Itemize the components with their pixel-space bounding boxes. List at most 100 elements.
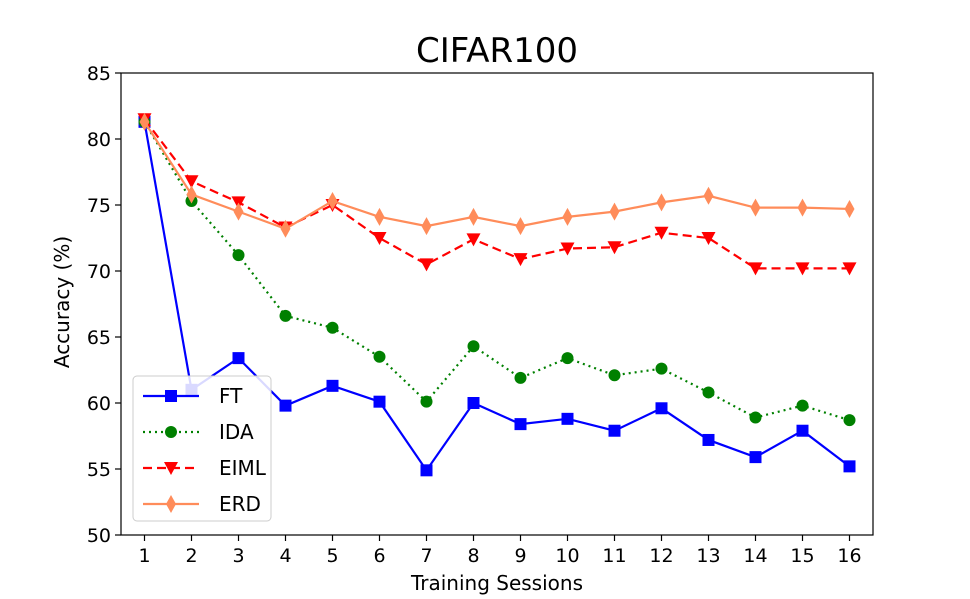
data-point-erd-16 [844, 199, 855, 218]
data-point-eiml-8 [466, 233, 481, 247]
data-point-erd-3 [233, 202, 244, 221]
x-tick-label-12: 12 [649, 545, 673, 567]
legend-box [132, 375, 272, 522]
series-line-eiml [143, 118, 850, 270]
data-point-ft-4 [279, 399, 292, 412]
data-point-eiml-16 [842, 262, 857, 276]
data-point-ft-10 [561, 412, 574, 425]
x-tick-label-14: 14 [743, 545, 767, 567]
data-point-ida-6 [373, 350, 386, 363]
series-eiml [137, 113, 857, 276]
data-point-eiml-10 [560, 242, 575, 256]
y-tick-label-80: 80 [87, 129, 111, 151]
legend-label-ft: FT [219, 384, 243, 408]
data-point-eiml-11 [607, 241, 622, 255]
data-point-ft-3 [232, 352, 245, 365]
data-point-erd-11 [609, 202, 620, 221]
x-tick-label-2: 2 [185, 545, 197, 567]
data-point-ida-5 [326, 321, 339, 334]
y-tick-label-85: 85 [87, 63, 111, 85]
legend-label-erd: ERD [219, 492, 261, 516]
data-point-ida-3 [232, 249, 245, 262]
data-point-ft-13 [702, 433, 715, 446]
data-point-eiml-9 [513, 253, 528, 267]
data-point-eiml-2 [184, 175, 199, 189]
data-point-erd-2 [186, 185, 197, 204]
data-point-ida-13 [702, 386, 715, 399]
x-tick-label-6: 6 [373, 545, 385, 567]
data-point-erd-4 [280, 219, 291, 238]
y-tick-label-65: 65 [87, 327, 111, 349]
legend: FT IDA EIML ERD [132, 375, 272, 522]
legend-marker-eiml [164, 462, 178, 475]
data-point-eiml-6 [372, 232, 387, 245]
x-tick-label-3: 3 [232, 545, 244, 567]
series-erd [139, 112, 855, 238]
x-tick-label-8: 8 [467, 545, 479, 567]
x-tick-label-11: 11 [602, 545, 626, 567]
data-point-erd-1 [139, 112, 150, 131]
data-point-ida-10 [561, 352, 574, 365]
chart-title: CIFAR100 [416, 31, 578, 71]
data-point-ida-15 [796, 399, 809, 412]
y-tick-label-70: 70 [87, 261, 111, 283]
data-point-eiml-14 [748, 262, 763, 276]
y-axis-label: Accuracy (%) [50, 236, 74, 368]
legend-marker-erd [166, 495, 176, 513]
x-tick-label-5: 5 [326, 545, 338, 567]
series-ft [138, 115, 856, 477]
data-point-erd-5 [327, 192, 338, 211]
data-point-ft-9 [514, 418, 527, 431]
data-point-ft-5 [326, 379, 339, 392]
legend-label-eiml: EIML [219, 456, 267, 480]
data-point-erd-15 [797, 198, 808, 217]
data-point-ida-4 [279, 309, 292, 322]
x-tick-label-7: 7 [420, 545, 432, 567]
data-point-ida-12 [655, 362, 668, 375]
x-tick-label-9: 9 [514, 545, 526, 567]
x-tick-label-1: 1 [138, 545, 150, 567]
plot-area [137, 112, 857, 477]
data-point-ft-7 [420, 464, 433, 477]
data-point-ft-16 [843, 460, 856, 473]
x-tick-label-13: 13 [696, 545, 720, 567]
data-point-erd-12 [656, 193, 667, 212]
legend-marker-ft [165, 390, 177, 402]
data-point-ida-14 [749, 411, 762, 424]
data-point-ft-14 [749, 451, 762, 464]
plot-frame [120, 72, 874, 536]
series-line-ida [143, 121, 850, 422]
series-line-erd [143, 121, 850, 230]
data-point-ft-6 [373, 395, 386, 408]
data-point-eiml-12 [654, 226, 669, 240]
data-point-ft-15 [796, 424, 809, 437]
y-tick-label-75: 75 [87, 195, 111, 217]
x-tick-label-4: 4 [279, 545, 291, 567]
x-tick-label-10: 10 [555, 545, 579, 567]
data-point-ida-11 [608, 369, 621, 382]
data-point-ft-8 [467, 397, 480, 409]
data-point-erd-13 [703, 186, 714, 205]
data-point-ida-8 [467, 340, 480, 353]
data-point-ft-12 [655, 402, 668, 415]
data-point-erd-8 [468, 207, 479, 226]
legend-marker-ida [165, 426, 177, 438]
data-point-erd-10 [562, 207, 573, 226]
data-point-erd-9 [515, 217, 526, 236]
data-point-eiml-7 [419, 258, 434, 272]
data-point-ida-7 [420, 395, 433, 408]
y-tick-label-60: 60 [87, 393, 111, 415]
legend-label-ida: IDA [219, 420, 254, 444]
x-axis-label: Training Sessions [410, 571, 583, 595]
y-tick-label-50: 50 [87, 525, 111, 547]
y-tick-label-55: 55 [87, 459, 111, 481]
x-tick-label-15: 15 [790, 545, 814, 567]
data-point-ida-9 [514, 371, 527, 384]
data-point-eiml-15 [795, 262, 810, 276]
data-point-ida-16 [843, 414, 856, 427]
data-point-erd-14 [750, 198, 761, 217]
data-point-ft-11 [608, 424, 621, 437]
data-point-erd-6 [374, 207, 385, 226]
